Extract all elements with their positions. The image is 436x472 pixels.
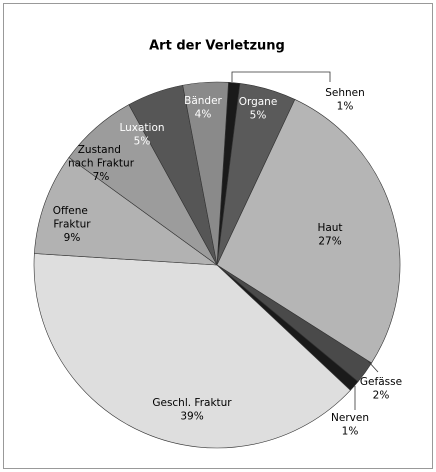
slice-label: Sehnen — [325, 87, 365, 99]
value-label: 1% — [337, 101, 354, 113]
label-line: Geschl. Fraktur — [152, 397, 232, 409]
chart-title: Art der Verletzung — [149, 39, 285, 54]
value-label: 1% — [342, 426, 359, 438]
label-line: Gefässe — [360, 376, 402, 388]
pie-slice — [33, 253, 351, 449]
pie-slice — [216, 99, 401, 364]
label-line: nach Fraktur — [68, 158, 135, 170]
label-line: Nerven — [331, 412, 369, 424]
slice-label: Geschl. Fraktur — [152, 397, 232, 409]
label-line: Sehnen — [325, 87, 365, 99]
slice-label: Nerven — [331, 412, 369, 424]
value-label: 39% — [180, 411, 203, 423]
label-line: Bänder — [184, 95, 222, 107]
value-label: 5% — [250, 110, 267, 122]
label-line: Organe — [239, 96, 278, 108]
leader-line — [231, 71, 331, 82]
slice-label: Bänder — [184, 95, 222, 107]
label-line: Haut — [317, 222, 342, 234]
value-label: 2% — [373, 390, 390, 402]
slice-label: Gefässe — [360, 376, 402, 388]
value-label: 7% — [93, 171, 110, 183]
value-label: 27% — [318, 236, 341, 248]
label-line: Zustand — [78, 144, 125, 156]
value-label: 5% — [134, 136, 151, 148]
slice-label: Luxation — [119, 122, 164, 134]
pie-slice — [182, 81, 229, 266]
label-line: Fraktur — [53, 219, 91, 231]
slice-label: Haut — [317, 222, 342, 234]
slice-label: Zustand nach Fraktur — [68, 144, 135, 170]
slice-label: Organe — [239, 96, 278, 108]
label-line: Offene — [53, 205, 91, 217]
value-label: 4% — [195, 109, 212, 121]
leader-line — [367, 360, 379, 373]
slice-label: Offene Fraktur — [53, 205, 91, 231]
label-line: Luxation — [119, 122, 164, 134]
value-label: 9% — [64, 232, 81, 244]
pie-slice — [34, 157, 219, 266]
